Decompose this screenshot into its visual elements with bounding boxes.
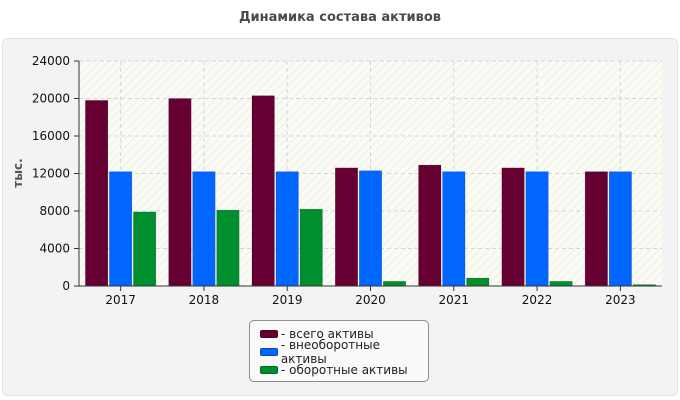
bar-noncurrent (608, 171, 632, 287)
bar-total (418, 164, 442, 287)
bar-noncurrent (442, 171, 466, 287)
legend: - всего активы - внеоборотные активы - о… (249, 320, 429, 382)
y-tick-label: 8000 (39, 204, 70, 218)
x-tick-label: 2023 (605, 293, 636, 307)
legend-swatch-noncurrent (260, 348, 278, 356)
bar-total (85, 100, 109, 287)
bar-total (168, 98, 192, 287)
bar-noncurrent (525, 171, 549, 287)
legend-label-current: - оборотные активы (281, 363, 408, 377)
y-axis-label: тыс. (11, 158, 25, 187)
x-tick-label: 2017 (105, 293, 136, 307)
legend-label-total: - всего активы (281, 327, 374, 341)
legend-item-total: - всего активы (260, 325, 428, 343)
bar-current (299, 208, 323, 287)
chart-title: Динамика состава активов (238, 10, 442, 25)
bar-total (584, 171, 608, 287)
x-tick-label: 2020 (355, 293, 386, 307)
axes: 0 4000 8000 12000 16000 20000 24000 2017 2018 201… (32, 54, 662, 307)
bar-noncurrent (359, 170, 382, 287)
bar-total (501, 167, 525, 287)
bar-total (335, 167, 358, 287)
bar-current (466, 277, 490, 287)
x-tick-label: 2018 (189, 293, 220, 307)
y-tick-label: 20000 (32, 92, 70, 106)
bar-noncurrent (192, 171, 216, 287)
y-tick-label: 16000 (32, 129, 70, 143)
x-tick-label: 2022 (522, 293, 553, 307)
bar-noncurrent (275, 171, 299, 287)
legend-item-noncurrent: - внеоборотные активы (260, 338, 428, 366)
bars (85, 95, 656, 287)
y-tick-label: 4000 (39, 242, 70, 256)
legend-swatch-current (260, 366, 278, 374)
bar-current (133, 211, 157, 287)
y-tick-label: 0 (62, 279, 70, 293)
y-tick-label: 12000 (32, 167, 70, 181)
bar-noncurrent (109, 171, 133, 287)
bar-total (251, 95, 275, 287)
x-tick-label: 2021 (439, 293, 470, 307)
x-tick-label: 2019 (272, 293, 303, 307)
legend-item-current: - оборотные активы (260, 361, 428, 379)
legend-swatch-total (260, 330, 278, 338)
y-tick-label: 24000 (32, 54, 70, 68)
bar-current (216, 209, 240, 287)
bar-current (383, 281, 406, 287)
legend-label-noncurrent: - внеоборотные активы (280, 338, 380, 366)
bar-current (549, 281, 573, 287)
